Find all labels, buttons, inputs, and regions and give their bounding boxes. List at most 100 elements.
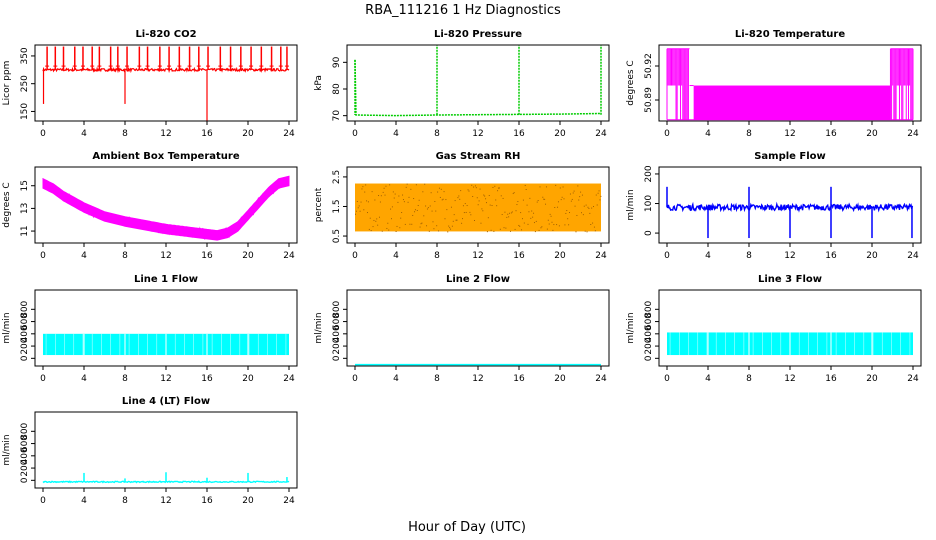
x-tick-label: 0 <box>352 374 358 384</box>
rh-point <box>565 212 567 214</box>
rh-point <box>509 230 511 232</box>
x-tick-label: 24 <box>907 129 919 139</box>
rh-point <box>575 231 577 233</box>
rh-point <box>361 188 363 190</box>
y-tick-label: 200 <box>644 165 654 182</box>
rh-point <box>536 201 538 203</box>
x-tick-label: 24 <box>283 129 295 139</box>
rh-point <box>546 228 548 230</box>
x-tick-label: 16 <box>201 251 213 261</box>
rh-point <box>386 227 388 229</box>
rh-point <box>454 200 456 202</box>
rh-point <box>428 230 430 232</box>
rh-point <box>556 224 558 226</box>
x-tick-label: 12 <box>160 129 171 139</box>
rh-point <box>497 190 499 192</box>
rh-band <box>355 183 601 232</box>
panel-title: Line 3 Flow <box>758 274 822 285</box>
rh-point <box>519 225 521 227</box>
rh-point <box>532 216 534 218</box>
rh-point <box>431 210 433 212</box>
rh-point <box>420 223 422 225</box>
rh-point <box>584 230 586 232</box>
x-tick-label: 16 <box>513 129 525 139</box>
rh-point <box>590 224 592 226</box>
y-tick-label: 90 <box>332 56 342 68</box>
y-tick-label: 400 <box>332 325 342 342</box>
rh-point <box>581 212 583 214</box>
rh-point <box>537 200 539 202</box>
rh-point <box>406 183 408 185</box>
rh-point <box>362 186 364 188</box>
rh-point <box>523 222 525 224</box>
rh-point <box>521 229 523 231</box>
rh-point <box>582 214 584 216</box>
rh-point <box>559 187 561 189</box>
y-tick-label: 13 <box>20 203 30 214</box>
rh-point <box>593 226 595 228</box>
rh-point <box>502 197 504 199</box>
rh-point <box>400 217 402 219</box>
x-tick-label: 4 <box>393 374 399 384</box>
rh-point <box>538 229 540 231</box>
rh-point <box>399 227 401 229</box>
rh-point <box>571 198 573 200</box>
rh-point <box>490 229 492 231</box>
rh-point <box>485 198 487 200</box>
y-tick-label: 0 <box>332 355 342 361</box>
rh-point <box>476 197 478 199</box>
rh-point <box>562 186 564 188</box>
rh-point <box>438 187 440 189</box>
x-tick-label: 20 <box>554 374 566 384</box>
rh-point <box>423 215 425 217</box>
panel-licor-temp: Li-820 Temperature 0 4 8 12 16 20 24 50.89 50.92 d… <box>626 29 922 139</box>
series-line <box>42 179 290 240</box>
rh-point <box>365 184 367 186</box>
rh-point <box>433 228 435 230</box>
rh-point <box>458 195 460 197</box>
y-tick-label: 0 <box>644 355 654 361</box>
x-tick-label: 0 <box>664 251 670 261</box>
y-axis-label: ml/min <box>2 434 12 465</box>
x-tick-label: 20 <box>242 374 254 384</box>
rh-point <box>560 199 562 201</box>
rh-point <box>416 209 418 211</box>
y-tick-label: 0 <box>20 477 30 483</box>
rh-point <box>557 201 559 203</box>
rh-point <box>419 226 421 228</box>
rh-point <box>594 230 596 232</box>
rh-point <box>592 222 594 224</box>
x-tick-label: 4 <box>705 129 711 139</box>
rh-point <box>485 202 487 204</box>
data-layer <box>667 332 913 356</box>
x-tick-label: 0 <box>40 496 46 506</box>
panel-title: Line 2 Flow <box>446 274 510 285</box>
x-tick-label: 8 <box>122 496 128 506</box>
rh-point <box>479 188 481 190</box>
y-axis-label: degrees C <box>2 182 12 227</box>
rh-point <box>430 192 432 194</box>
rh-point <box>586 231 588 233</box>
rh-point <box>540 227 542 229</box>
rh-point <box>418 199 420 201</box>
rh-point <box>488 195 490 197</box>
rh-point <box>553 224 555 226</box>
x-tick-label: 8 <box>434 129 440 139</box>
data-layer <box>42 46 290 121</box>
y-axis-label: ml/min <box>2 312 12 343</box>
rh-point <box>393 197 395 199</box>
rh-point <box>445 199 447 201</box>
x-tick-label: 24 <box>907 251 919 261</box>
data-layer <box>666 186 914 239</box>
series-line <box>42 66 290 74</box>
rh-point <box>369 217 371 219</box>
rh-point <box>569 193 571 195</box>
rh-point <box>398 195 400 197</box>
rh-point <box>462 205 464 207</box>
rh-point <box>436 225 438 227</box>
rh-point <box>364 191 366 193</box>
rh-point <box>447 231 449 233</box>
x-tick-label: 8 <box>122 129 128 139</box>
